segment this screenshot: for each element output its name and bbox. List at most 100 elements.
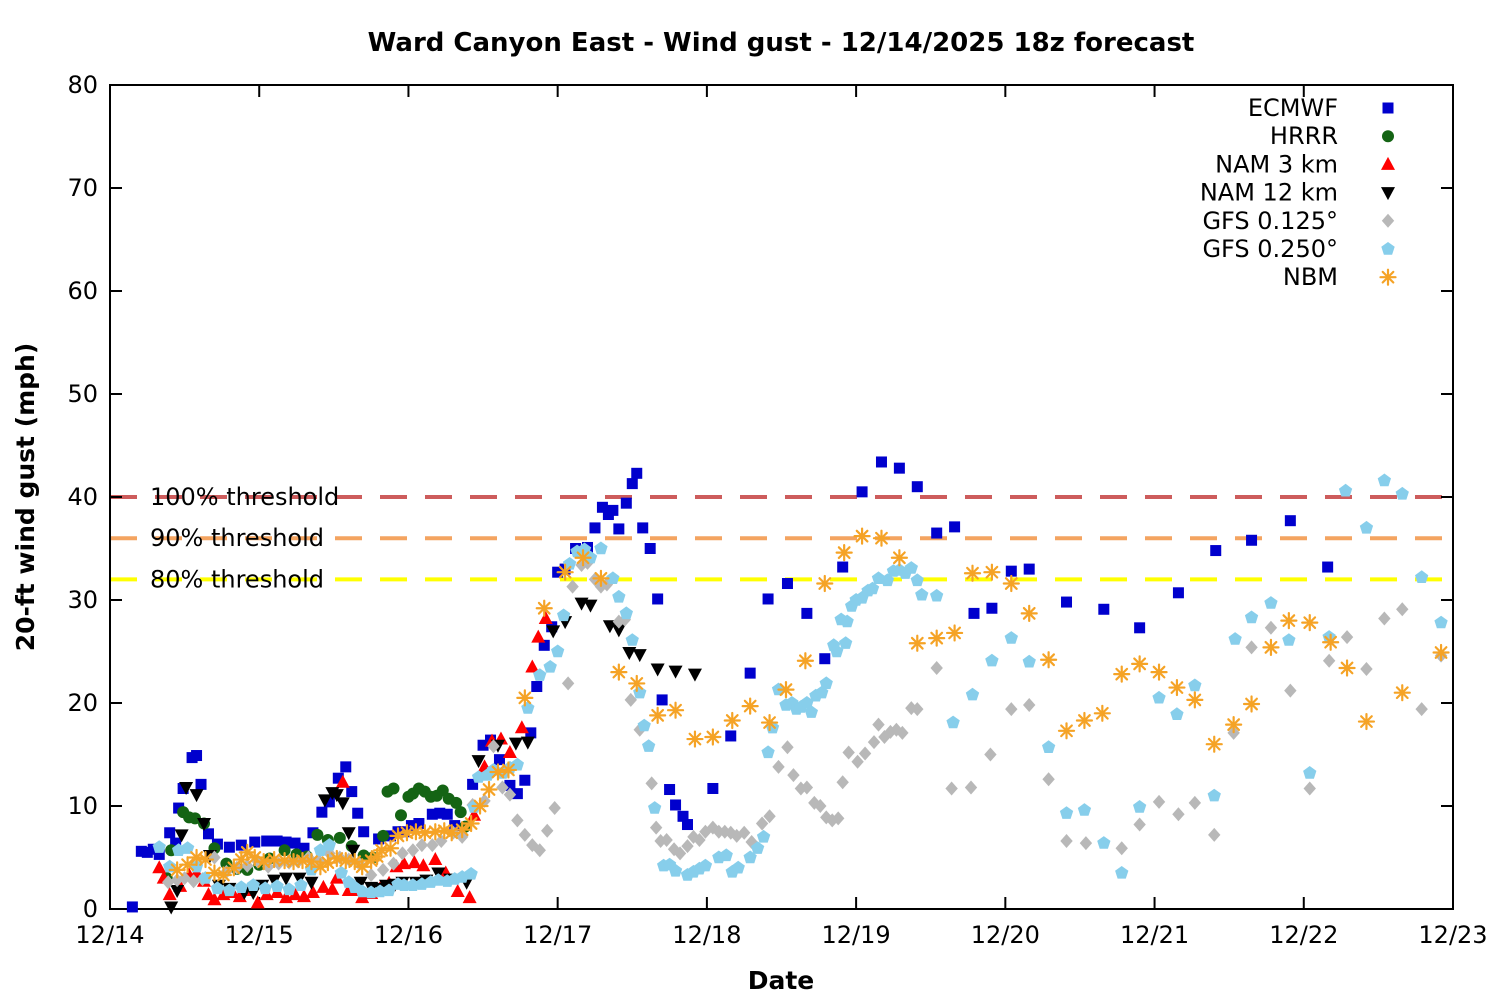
gfs-0-125-point (533, 843, 546, 858)
ecmwf-point (405, 820, 417, 832)
ecmwf-point (493, 754, 505, 766)
ecmwf-point (235, 839, 247, 851)
y-tick-label: 10 (67, 792, 98, 820)
ecmwf-point (504, 779, 516, 791)
gfs-0-250-point (562, 557, 577, 570)
ecmwf-point (801, 607, 813, 619)
gfs-0-250-point (731, 860, 745, 874)
gfs-0-125-point (178, 871, 191, 886)
gfs-0-125-point (645, 776, 658, 791)
gfs-0-250-point (355, 884, 369, 898)
gfs-0-125-point (772, 759, 785, 774)
nbm-point (535, 599, 553, 617)
nam-3-km-point (396, 856, 411, 870)
nam-12-km-point (622, 647, 637, 661)
legend-label-nbm: NBM (1283, 263, 1338, 291)
threshold-label-100: 100% threshold (150, 483, 339, 511)
gfs-0-250-point (965, 687, 980, 701)
nam-12-km-point (508, 737, 523, 751)
nbm-point (796, 652, 814, 670)
gfs-0-250-point (1077, 803, 1092, 816)
nbm-point (1301, 614, 1319, 632)
nbm-point (516, 689, 534, 707)
x-tick-label: 12/15 (225, 921, 294, 949)
gfs-0-250-point (198, 871, 213, 884)
nbm-point (1168, 678, 1186, 697)
ecmwf-point (519, 774, 531, 786)
nbm-point (574, 549, 592, 567)
legend-label-gfs-0-125: GFS 0.125° (1202, 207, 1338, 235)
x-tick-label: 12/20 (971, 921, 1040, 949)
hrrr-point (311, 828, 324, 841)
gfs-0-125-point (624, 692, 637, 707)
ecmwf-point (911, 481, 923, 493)
nam-12-km-point (174, 829, 189, 843)
gfs-0-250-point (382, 883, 396, 897)
gfs-0-250-point (1133, 800, 1147, 813)
gfs-0-125-marker-icon (1381, 213, 1395, 228)
gfs-0-125-point (787, 768, 800, 783)
gfs-0-250-point (431, 873, 445, 886)
y-tick-label: 40 (67, 483, 98, 511)
x-axis-ticks: 12/14 12/15 12/16 12/17 12/18 12/19 12/20 12/21… (75, 85, 1488, 949)
gfs-0-125-point (548, 801, 561, 816)
nam-12-km-point (687, 668, 702, 682)
gfs-0-125-point (826, 813, 839, 828)
nbm-point (686, 730, 704, 748)
nam-3-km-point (316, 879, 331, 893)
gfs-0-125-point (905, 701, 918, 716)
nbm-point (1393, 684, 1411, 702)
gfs-0-125-point (426, 838, 439, 853)
nam-3-km-point (152, 860, 167, 874)
hrrr-point (377, 829, 390, 842)
hrrr-point (278, 844, 291, 857)
legend-item-nam-3-km: NAM 3 km (1215, 150, 1395, 178)
ecmwf-point (664, 784, 676, 796)
ecmwf-point (261, 835, 273, 847)
legend-label-ecmwf: ECMWF (1248, 94, 1338, 122)
legend-label-nam-12-km: NAM 12 km (1200, 179, 1338, 207)
nbm-point (214, 866, 233, 884)
nam-12-km-point (583, 599, 598, 613)
y-tick-label: 20 (67, 689, 98, 717)
x-tick-label: 12/22 (1269, 921, 1338, 949)
nbm-point (302, 853, 321, 871)
gfs-0-125-point (526, 838, 539, 853)
x-tick-label: 12/18 (672, 921, 741, 949)
ecmwf-point (316, 806, 328, 818)
gfs-0-125-point (503, 787, 517, 802)
gfs-0-125-point (161, 875, 175, 890)
ecmwf-point (511, 788, 523, 800)
nbm-point (255, 853, 273, 871)
gfs-0-125-point (673, 846, 687, 861)
legend-label-hrrr: HRRR (1270, 122, 1338, 150)
ecmwf-point (626, 478, 638, 490)
gfs-0-125-point (1188, 795, 1202, 810)
nam-12-km-point (279, 872, 294, 886)
ecmwf-point (153, 848, 165, 860)
gfs-0-250-point (1152, 690, 1166, 704)
ecmwf-point (1005, 565, 1017, 577)
gfs-0-250-point (313, 843, 328, 856)
ecmwf-point (986, 602, 998, 614)
gfs-0-125-point (737, 825, 751, 840)
gfs-0-125-point (984, 747, 997, 762)
ecmwf-point (670, 799, 682, 811)
gfs-0-250-point (1282, 633, 1296, 646)
ecmwf-point (164, 827, 176, 839)
ecmwf-point (1246, 534, 1258, 546)
nbm-marker-icon (1379, 268, 1397, 286)
ecmwf-point (298, 842, 310, 854)
gfs-0-250-point (543, 660, 557, 673)
nbm-point (368, 847, 386, 866)
gfs-0-250-point (222, 883, 236, 897)
nam-12-km-point (341, 827, 356, 841)
nbm-point (816, 574, 834, 593)
nbm-point (649, 706, 667, 724)
gfs-0-250-point (606, 571, 620, 584)
nam-3-km-point (416, 858, 431, 872)
gfs-0-125-point (681, 839, 694, 854)
nam-12-km-point (292, 872, 307, 886)
nam-12-km-point (335, 797, 350, 811)
